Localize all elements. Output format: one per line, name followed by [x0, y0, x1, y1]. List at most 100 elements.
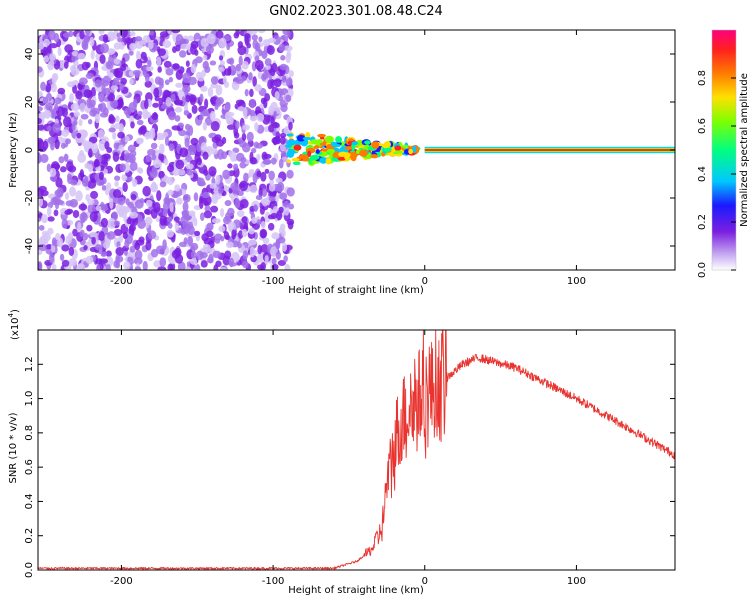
- noise-speckle: [233, 132, 240, 139]
- noise-speckle: [45, 102, 53, 111]
- noise-speckle: [228, 57, 235, 66]
- noise-speckle: [151, 112, 159, 120]
- noise-speckle: [159, 181, 167, 188]
- noise-speckle: [112, 189, 122, 199]
- figure-title: GN02.2023.301.08.48.C24: [269, 4, 443, 19]
- noise-speckle: [249, 88, 254, 98]
- noise-speckle: [280, 55, 286, 61]
- noise-speckle: [95, 205, 102, 212]
- transition-blob: [347, 138, 354, 142]
- noise-speckle: [267, 222, 275, 231]
- noise-speckle: [70, 67, 80, 76]
- noise-speckle: [252, 76, 257, 87]
- noise-speckle: [275, 251, 281, 260]
- noise-speckle: [79, 30, 85, 40]
- colorbar-tick-label: 0.2: [697, 214, 708, 230]
- noise-speckle: [258, 36, 263, 43]
- noise-speckle: [279, 192, 288, 200]
- noise-speckle: [130, 193, 137, 201]
- transition-blob: [364, 140, 371, 145]
- noise-speckle: [134, 249, 143, 260]
- noise-speckle: [229, 151, 237, 162]
- y-tick-label: 1.0: [24, 391, 35, 407]
- noise-speckle: [242, 107, 248, 118]
- noise-speckle: [135, 239, 145, 246]
- noise-speckle: [167, 263, 174, 270]
- noise-speckle: [243, 221, 248, 231]
- noise-speckle: [134, 36, 143, 42]
- transition-blob: [286, 150, 292, 156]
- noise-speckle: [235, 63, 242, 72]
- noise-speckle: [277, 259, 287, 267]
- transition-blob: [299, 154, 309, 160]
- noise-speckle: [164, 79, 170, 86]
- noise-speckle: [129, 224, 136, 232]
- noise-speckle: [254, 84, 262, 92]
- transition-blob: [296, 134, 306, 142]
- noise-speckle: [247, 108, 252, 116]
- noise-speckle: [63, 61, 69, 69]
- noise-speckle: [213, 264, 219, 270]
- noise-speckle: [198, 198, 204, 209]
- colorbar-tick-label: 0.6: [697, 118, 708, 134]
- noise-speckle: [65, 200, 74, 207]
- transition-blob: [394, 145, 402, 151]
- noise-speckle: [162, 40, 172, 49]
- noise-speckle: [170, 93, 176, 103]
- noise-speckle: [152, 159, 162, 169]
- transition-blob: [408, 148, 413, 155]
- noise-speckle: [47, 136, 56, 145]
- noise-speckle: [222, 76, 228, 85]
- noise-speckle: [143, 99, 149, 110]
- noise-speckle: [204, 98, 209, 109]
- noise-speckle: [215, 139, 225, 147]
- transition-blob: [326, 148, 335, 154]
- y-tick-label: -20: [24, 190, 35, 206]
- noise-speckle: [40, 153, 49, 163]
- noise-speckle: [276, 181, 285, 192]
- noise-speckle: [215, 98, 222, 107]
- transition-blob: [350, 143, 356, 151]
- noise-speckle: [256, 153, 261, 161]
- noise-speckle: [184, 137, 190, 148]
- noise-speckle: [77, 221, 82, 233]
- noise-speckle: [166, 216, 173, 223]
- noise-speckle: [272, 205, 279, 214]
- noise-speckle: [55, 177, 63, 188]
- noise-speckle: [77, 52, 86, 60]
- noise-speckle: [67, 81, 76, 88]
- noise-speckle: [242, 142, 251, 153]
- x-tick-label: -100: [262, 276, 285, 287]
- colorbar: 0.0 0.2 0.4 0.6 0.8 Normalized spectral ampl…: [697, 29, 750, 278]
- noise-speckle: [241, 60, 249, 70]
- noise-speckle: [113, 228, 123, 236]
- noise-speckle: [42, 232, 51, 242]
- noise-speckle: [207, 87, 214, 98]
- transition-blob: [394, 150, 403, 154]
- noise-speckle: [217, 187, 224, 194]
- snr-series-line: [38, 330, 675, 570]
- noise-speckle: [282, 30, 290, 36]
- noise-speckle: [171, 30, 181, 34]
- noise-speckle: [260, 171, 267, 182]
- noise-speckle: [145, 154, 152, 163]
- spectrogram-y-ticks: -40 -20 0 20 40: [24, 48, 675, 254]
- noise-speckle: [80, 113, 89, 120]
- noise-speckle: [87, 198, 95, 206]
- noise-speckle: [99, 112, 109, 118]
- noise-speckle: [264, 93, 271, 102]
- noise-speckle: [38, 41, 45, 50]
- noise-speckle: [163, 60, 172, 68]
- noise-speckle: [162, 208, 168, 219]
- noise-speckle: [254, 122, 259, 132]
- noise-speckle: [108, 115, 116, 124]
- noise-speckle: [180, 38, 190, 45]
- noise-speckle: [129, 161, 138, 172]
- noise-speckle: [262, 159, 272, 165]
- noise-speckle: [104, 87, 111, 96]
- noise-speckle: [281, 242, 288, 252]
- noise-speckle: [117, 197, 126, 206]
- noise-speckle: [151, 153, 157, 161]
- noise-speckle: [169, 201, 174, 213]
- noise-speckle: [102, 79, 110, 87]
